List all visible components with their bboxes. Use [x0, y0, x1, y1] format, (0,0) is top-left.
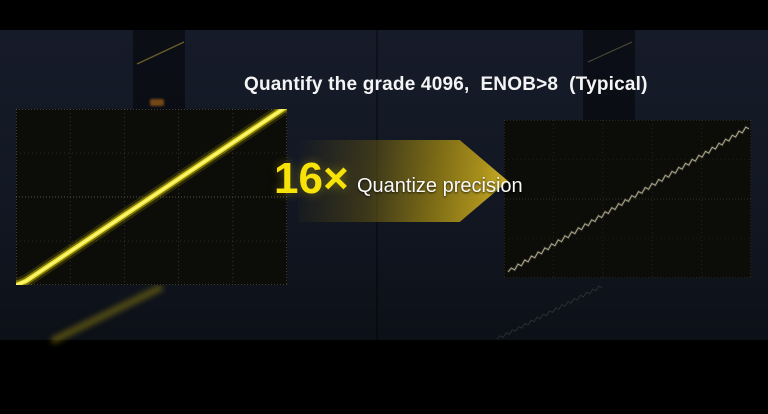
background-band-right: [583, 30, 635, 120]
arrow-right-shape: [298, 140, 508, 222]
channel-marker: [150, 99, 164, 106]
right-scope-panel: [504, 120, 751, 278]
multiplier-value: 16×: [274, 154, 349, 203]
slide-title: Quantify the grade 4096, ENOB>8 (Typical…: [244, 74, 648, 95]
left-scope-panel: [16, 109, 287, 285]
background-band-left: [133, 30, 185, 110]
multiplier-label: Quantize precision: [357, 175, 523, 197]
